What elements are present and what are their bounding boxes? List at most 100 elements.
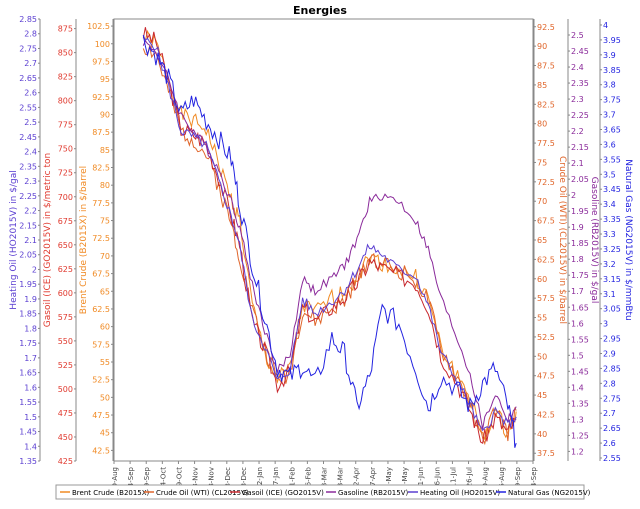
x-tick-label: 14-Sep — [127, 466, 135, 491]
axis-tick-label-go: 725 — [58, 169, 73, 178]
axis-tick-label-ng: 3.25 — [603, 245, 621, 254]
axis-tick-label-rb: 2.3 — [571, 95, 584, 104]
axis-tick-label-brent: 42.5 — [92, 446, 110, 455]
axis-tick-label-brent: 97.5 — [92, 57, 110, 66]
axis-tick-label-go: 800 — [58, 97, 73, 106]
axis-tick-label-wti: 82.5 — [537, 100, 555, 109]
axis-tick-label-rb: 1.25 — [571, 431, 589, 440]
axis-tick-label-wti: 77.5 — [537, 139, 555, 148]
axis-tick-label-ho: 2.45 — [19, 133, 37, 142]
axis-tick-label-go: 625 — [58, 265, 73, 274]
axis-title-go: Gasoil (ICE) (GO2015V) in $/metric ton — [43, 153, 53, 327]
legend-label: Brent Crude (B2015X) — [72, 489, 150, 497]
axis-tick-label-ng: 3.9 — [603, 51, 616, 60]
axis-tick-label-go: 675 — [58, 217, 73, 226]
axis-tick-label-rb: 1.9 — [571, 223, 584, 232]
axis-tick-label-brent: 70 — [100, 252, 110, 261]
axis-tick-label-ng: 3.4 — [603, 200, 616, 209]
axis-tick-label-go: 425 — [58, 457, 73, 466]
axis-tick-label-wti: 92.5 — [537, 23, 555, 32]
axis-tick-label-ng: 3.1 — [603, 290, 616, 299]
x-tick-label: 11-Jul — [449, 467, 457, 487]
axis-tick-label-rb: 1.45 — [571, 367, 589, 376]
axis-tick-label-ho: 1.4 — [24, 442, 37, 451]
x-tick-label: 12-May — [385, 467, 393, 493]
axis-tick-label-rb: 1.35 — [571, 399, 589, 408]
axis-tick-label-ng: 3.2 — [603, 260, 616, 269]
axis-tick-label-ho: 2.8 — [24, 30, 37, 39]
axis-tick-label-wti: 52.5 — [537, 333, 555, 342]
x-tick-label: 14-Oct — [159, 467, 167, 491]
axis-tick-label-ho: 2.65 — [19, 74, 37, 83]
axis-tick-label-ho: 2.15 — [19, 221, 37, 230]
axis-tick-label-wti: 75 — [537, 158, 547, 167]
axis-tick-label-rb: 1.4 — [571, 383, 584, 392]
axis-tick-label-ho: 2.2 — [24, 207, 37, 216]
axis-tick-label-ng: 2.7 — [603, 409, 616, 418]
x-tick-label: 13-Nov — [192, 467, 200, 492]
x-tick-label: 30-Aug — [111, 467, 119, 492]
x-tick-label: 29-Oct — [175, 467, 183, 491]
axis-tick-label-ng: 2.65 — [603, 424, 621, 433]
axis-tick-label-ng: 3.7 — [603, 111, 616, 120]
x-tick-label: 27-Jan — [272, 467, 280, 490]
axis-tick-label-ng: 3.55 — [603, 155, 621, 164]
axis-tick-label-ho: 2.6 — [24, 89, 37, 98]
series-line-go — [142, 27, 517, 444]
axis-tick-label-rb: 1.85 — [571, 239, 589, 248]
x-tick-label: 28-Nov — [208, 467, 216, 492]
axis-tick-label-ho: 2.35 — [19, 162, 37, 171]
axis-tick-label-ho: 1.7 — [24, 354, 37, 363]
axis-tick-label-brent: 95 — [100, 75, 110, 84]
axis-tick-label-ng: 3 — [603, 320, 608, 329]
axis-tick-label-rb: 1.8 — [571, 255, 584, 264]
axis-tick-label-wti: 40 — [537, 430, 547, 439]
axis-tick-label-wti: 72.5 — [537, 178, 555, 187]
legend-box — [55, 484, 585, 500]
axis-tick-label-wti: 55 — [537, 314, 547, 323]
axis-tick-label-wti: 87.5 — [537, 62, 555, 71]
axis-tick-label-wti: 65 — [537, 236, 547, 245]
axis-tick-label-brent: 62.5 — [92, 305, 110, 314]
axis-tick-label-ho: 1.55 — [19, 398, 37, 407]
x-tick-label: 28-Dec — [240, 467, 248, 492]
x-tick-label: 12-Jan — [256, 467, 264, 490]
axis-tick-label-ho: 2.1 — [24, 236, 37, 245]
x-tick-label: 9-Sep — [514, 466, 522, 487]
legend-label: Gasoline (RB2015V) — [338, 489, 409, 497]
axis-tick-label-ng: 2.9 — [603, 349, 616, 358]
axis-tick-label-brent: 67.5 — [92, 270, 110, 279]
axis-tick-label-ho: 1.75 — [19, 339, 37, 348]
x-tick-label: 11-Jun — [417, 467, 425, 490]
axis-tick-label-wti: 42.5 — [537, 410, 555, 419]
axis-tick-label-go: 525 — [58, 361, 73, 370]
axis-tick-label-wti: 67.5 — [537, 217, 555, 226]
axis-tick-label-ng: 3.95 — [603, 36, 621, 45]
axis-tick-label-go: 550 — [58, 337, 73, 346]
legend: Brent Crude (B2015X) Crude Oil (WTI) (CL2… — [55, 484, 591, 500]
axis-tick-label-rb: 1.3 — [571, 415, 584, 424]
axis-tick-label-rb: 1.95 — [571, 207, 589, 216]
legend-label: Gasoil (ICE) (GO2015V) — [242, 489, 324, 497]
x-tick-label: 10-Aug — [482, 467, 490, 492]
axis-tick-label-go: 500 — [58, 385, 73, 394]
axis-tick-label-ho: 1.45 — [19, 428, 37, 437]
axis-tick-label-rb: 1.75 — [571, 271, 589, 280]
axis-tick-label-ng: 3.65 — [603, 126, 621, 135]
axis-tick-label-rb: 2.05 — [571, 175, 589, 184]
axis-title-brent: Brent Crude (B2015X) in $/barrel — [79, 166, 89, 314]
axis-tick-label-ho: 2.3 — [24, 177, 37, 186]
x-tick-label: 13-Mar — [321, 467, 329, 492]
axis-tick-label-brent: 52.5 — [92, 376, 110, 385]
axis-tick-label-brent: 55 — [100, 358, 110, 367]
axis-tick-label-go: 575 — [58, 313, 73, 322]
plot-area — [113, 18, 534, 462]
axis-tick-label-rb: 2.35 — [571, 79, 589, 88]
x-tick-label: 26-Jun — [433, 467, 441, 490]
axis-tick-label-ng: 2.85 — [603, 364, 621, 373]
axis-tick-label-ho: 1.5 — [24, 413, 37, 422]
axis-title-ho: Heating Oil (HO2015V) in $/gal — [9, 170, 19, 309]
axis-tick-label-rb: 2.5 — [571, 31, 584, 40]
